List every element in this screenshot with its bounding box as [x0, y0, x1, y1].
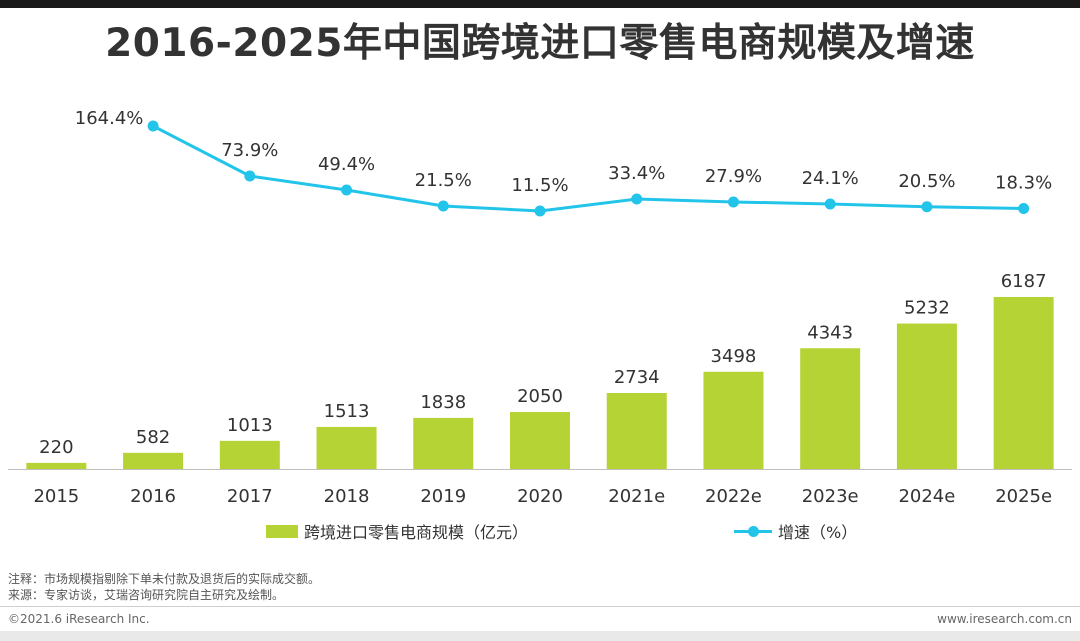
growth-value-label: 164.4%: [75, 108, 144, 129]
x-tick-label: 2016: [130, 486, 176, 507]
bar-value-label: 6187: [1001, 271, 1047, 292]
bar: [26, 462, 87, 469]
bottom-bar: [0, 631, 1080, 641]
x-tick-label: 2023e: [802, 486, 859, 507]
growth-value-label: 27.9%: [705, 166, 762, 187]
growth-point: [824, 198, 836, 210]
x-tick-label: 2019: [420, 486, 466, 507]
bar-value-label: 1013: [227, 415, 273, 436]
bar: [896, 323, 957, 469]
website-link[interactable]: www.iresearch.com.cn: [937, 612, 1072, 626]
growth-line: [152, 124, 1024, 213]
growth-value-label: 73.9%: [221, 140, 278, 161]
bar: [510, 412, 570, 469]
x-tick-label: 2015: [33, 486, 79, 507]
copyright: ©2021.6 iResearch Inc.: [8, 612, 150, 626]
growth-point: [147, 120, 159, 132]
bar-value-label: 5232: [904, 298, 950, 319]
x-tick-label: 2020: [517, 486, 563, 507]
bar: [703, 371, 764, 469]
growth-value-label: 24.1%: [802, 168, 859, 189]
growth-point: [534, 205, 546, 217]
bar-value-label: 4343: [807, 322, 853, 343]
footer-divider: [0, 606, 1080, 607]
legend-bar-label: 跨境进口零售电商规模（亿元）: [304, 523, 529, 542]
bar-value-label: 3498: [711, 346, 757, 367]
growth-value-label: 20.5%: [898, 171, 955, 192]
growth-value-label: 33.4%: [608, 163, 665, 184]
bar: [800, 348, 861, 469]
bar: [993, 297, 1054, 469]
x-tick-label: 2017: [227, 486, 273, 507]
source-text: 来源：专家访谈，艾瑞咨询研究院自主研究及绘制。: [8, 588, 285, 602]
legend-line-swatch: [734, 525, 772, 537]
legend-item-growth: 增速（%）: [734, 518, 857, 544]
bar: [123, 452, 184, 469]
growth-point: [921, 201, 933, 213]
bar: [606, 392, 667, 469]
legend-line-label: 增速（%）: [778, 523, 858, 542]
growth-value-label: 49.4%: [318, 154, 375, 175]
bar-value-label: 1838: [420, 392, 466, 413]
legend-bar-swatch: [266, 524, 298, 538]
growth-point: [244, 170, 256, 182]
chart-title: 2016-2025年中国跨境进口零售电商规模及增速: [105, 21, 975, 66]
bar: [219, 440, 280, 469]
bar-value-label: 220: [39, 437, 73, 458]
growth-point: [727, 196, 739, 208]
growth-value-label: 18.3%: [995, 173, 1052, 194]
note-text: 注释：市场规模指剔除下单未付款及退货后的实际成交额。: [8, 572, 321, 586]
bar-value-label: 1513: [324, 401, 370, 422]
x-tick-label: 2018: [324, 486, 370, 507]
x-tick-label: 2021e: [608, 486, 665, 507]
growth-point: [341, 184, 353, 196]
chart: 220 2015 582 2016 1013 2017 1513 2018 1838 2019 20…: [8, 108, 1072, 507]
x-tick-label: 2022e: [705, 486, 762, 507]
x-tick-label: 2024e: [898, 486, 955, 507]
bar-value-label: 582: [136, 427, 170, 448]
bar: [413, 417, 474, 469]
growth-value-label: 21.5%: [415, 170, 472, 191]
notes: 注释：市场规模指剔除下单未付款及退货后的实际成交额。 来源：专家访谈，艾瑞咨询研…: [8, 571, 320, 603]
top-bar: [0, 0, 1080, 8]
growth-value-label: 11.5%: [511, 175, 568, 196]
growth-point: [1018, 203, 1030, 214]
x-tick-label: 2025e: [995, 486, 1052, 507]
bar: [316, 426, 377, 469]
legend-item-scale: 跨境进口零售电商规模（亿元）: [266, 518, 528, 544]
growth-point: [631, 193, 643, 205]
bar-value-label: 2050: [517, 386, 563, 407]
bar-value-label: 2734: [614, 367, 660, 388]
growth-point: [437, 200, 449, 212]
